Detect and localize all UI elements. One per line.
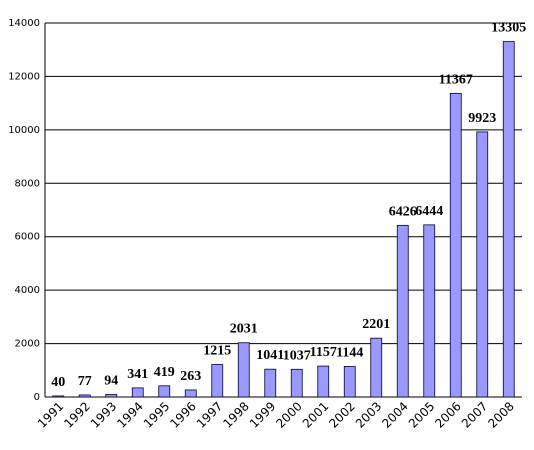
data-label: 13305: [491, 21, 526, 36]
data-label: 6426: [389, 204, 417, 219]
x-tick-label: 2003: [353, 399, 384, 430]
bar: [158, 385, 171, 398]
x-tick-label: 1996: [167, 399, 198, 430]
data-label: 11367: [439, 72, 473, 87]
x-tick-label: 2006: [432, 399, 463, 430]
bar: [343, 366, 356, 398]
y-tick-label: 2000: [15, 339, 40, 350]
x-tick-label: 2000: [273, 399, 304, 430]
data-label: 1041: [256, 348, 284, 363]
data-label: 419: [154, 365, 175, 380]
x-tick-label: 1991: [35, 399, 66, 430]
bar: [290, 368, 303, 398]
bar: [264, 368, 277, 398]
y-tick-label: 0: [34, 392, 40, 403]
data-label: 9923: [468, 111, 496, 126]
y-tick-label: 12000: [8, 71, 40, 82]
y-tick-label: 10000: [8, 125, 40, 136]
x-tick-label: 1998: [220, 399, 251, 430]
data-label: 2201: [362, 317, 390, 332]
x-tick-label: 2005: [406, 399, 437, 430]
data-label: 263: [180, 369, 201, 384]
data-label: 1157: [310, 345, 337, 360]
bar: [502, 41, 515, 398]
x-tick-label: 2007: [459, 399, 490, 430]
x-tick-label: 2004: [379, 399, 410, 430]
x-tick-label: 1999: [247, 399, 278, 430]
bar: [237, 342, 250, 398]
bar: [184, 389, 197, 398]
bar: [52, 395, 65, 398]
bar: [317, 365, 330, 398]
y-tick-label: 8000: [15, 178, 40, 189]
bar: [78, 394, 91, 398]
x-tick-label: 1993: [88, 399, 119, 430]
x-tick-label: 2008: [485, 399, 516, 430]
x-tick-label: 1995: [141, 399, 172, 430]
bar: [396, 224, 409, 398]
y-tick-label: 14000: [8, 18, 40, 29]
data-label: 77: [78, 374, 92, 389]
data-label: 2031: [230, 322, 258, 337]
data-label: 1037: [283, 348, 311, 363]
y-tick-label: 4000: [15, 285, 40, 296]
data-label: 94: [104, 373, 118, 388]
x-tick-label: 2002: [326, 399, 357, 430]
bar: [370, 337, 383, 398]
y-tick-label: 6000: [15, 232, 40, 243]
data-label: 1144: [336, 345, 363, 360]
data-label: 341: [127, 367, 148, 382]
bar: [476, 131, 489, 398]
bar: [105, 394, 118, 398]
x-tick-label: 1992: [61, 399, 92, 430]
bar: [211, 364, 224, 398]
bar: [423, 224, 436, 398]
x-tick-label: 1997: [194, 399, 225, 430]
bar: [131, 387, 144, 398]
x-tick-label: 2001: [300, 399, 331, 430]
data-label: 1215: [203, 344, 231, 359]
bar: [449, 92, 462, 398]
x-tick-label: 1994: [114, 399, 145, 430]
data-label: 40: [51, 375, 65, 390]
data-label: 6444: [415, 204, 443, 219]
